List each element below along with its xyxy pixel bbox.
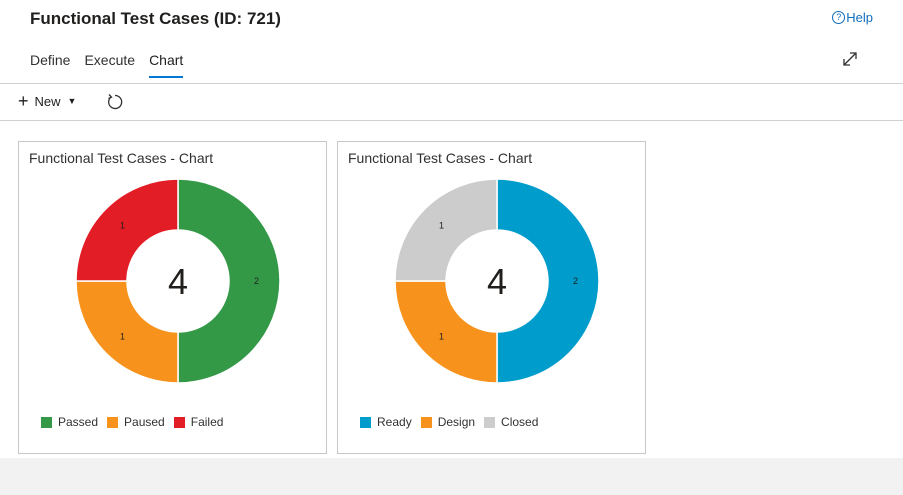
chart-legend-1: Passed Paused Failed (41, 415, 232, 429)
expand-icon[interactable] (841, 50, 859, 68)
tab-execute[interactable]: Execute (84, 52, 136, 68)
data-label: 2 (573, 276, 578, 286)
legend-swatch (360, 416, 371, 428)
legend-item-passed: Passed (41, 415, 98, 429)
legend-item-paused: Paused (107, 415, 165, 429)
page-title: Functional Test Cases (ID: 721) (30, 9, 281, 28)
legend-label: Failed (190, 415, 224, 429)
legend-label: Closed (501, 415, 539, 429)
help-label: Help (846, 10, 873, 25)
chart-legend-2: Ready Design Closed (360, 415, 547, 429)
center-total: 4 (168, 261, 188, 302)
chart-card-2[interactable]: Functional Test Cases - Chart 2 1 1 4 Ready… (337, 141, 646, 454)
chart-title: Functional Test Cases - Chart (348, 150, 533, 166)
toolbar: + New ▼ (0, 85, 903, 121)
data-label: 1 (439, 332, 444, 342)
legend-item-ready: Ready (360, 415, 412, 429)
legend-label: Paused (124, 415, 165, 429)
chart-card-1[interactable]: Functional Test Cases - Chart 2 1 1 4 Passe… (18, 141, 327, 454)
slice-passed[interactable] (177, 178, 281, 384)
donut-chart-1: 2 1 1 4 (75, 178, 281, 384)
legend-swatch (41, 416, 52, 428)
slice-closed[interactable] (394, 178, 498, 282)
page: Functional Test Cases (ID: 721) ? Help D… (0, 0, 903, 458)
data-label: 2 (254, 276, 259, 286)
help-icon: ? (832, 11, 846, 24)
legend-swatch (173, 416, 185, 428)
tab-bar: Define Execute Chart (30, 52, 197, 78)
header: Functional Test Cases (ID: 721) ? Help D… (0, 0, 903, 84)
legend-swatch (107, 416, 119, 428)
data-label: 1 (120, 332, 125, 342)
tab-chart[interactable]: Chart (149, 52, 184, 78)
legend-label: Passed (58, 415, 99, 429)
plus-icon: + (18, 91, 29, 111)
donut-chart-2: 2 1 1 4 (394, 178, 600, 384)
legend-swatch (484, 416, 496, 428)
legend-label: Ready (377, 415, 412, 429)
legend-item-closed: Closed (484, 415, 538, 429)
new-button[interactable]: + New ▼ (18, 91, 77, 111)
data-label: 1 (120, 220, 125, 230)
center-total: 4 (487, 261, 507, 302)
slice-failed[interactable] (75, 178, 179, 282)
refresh-icon[interactable] (106, 93, 124, 111)
tab-define[interactable]: Define (30, 52, 71, 68)
legend-item-failed: Failed (173, 415, 224, 429)
slice-paused[interactable] (75, 280, 179, 384)
data-label: 1 (439, 220, 444, 230)
slice-ready[interactable] (496, 178, 600, 384)
slice-design[interactable] (394, 280, 498, 384)
legend-label: Design (437, 415, 476, 429)
new-label: New (34, 93, 61, 109)
chevron-down-icon: ▼ (67, 96, 77, 106)
chart-title: Functional Test Cases - Chart (29, 150, 214, 166)
legend-item-design: Design (420, 415, 476, 429)
legend-swatch (420, 416, 432, 428)
help-link[interactable]: ? Help (832, 10, 873, 25)
